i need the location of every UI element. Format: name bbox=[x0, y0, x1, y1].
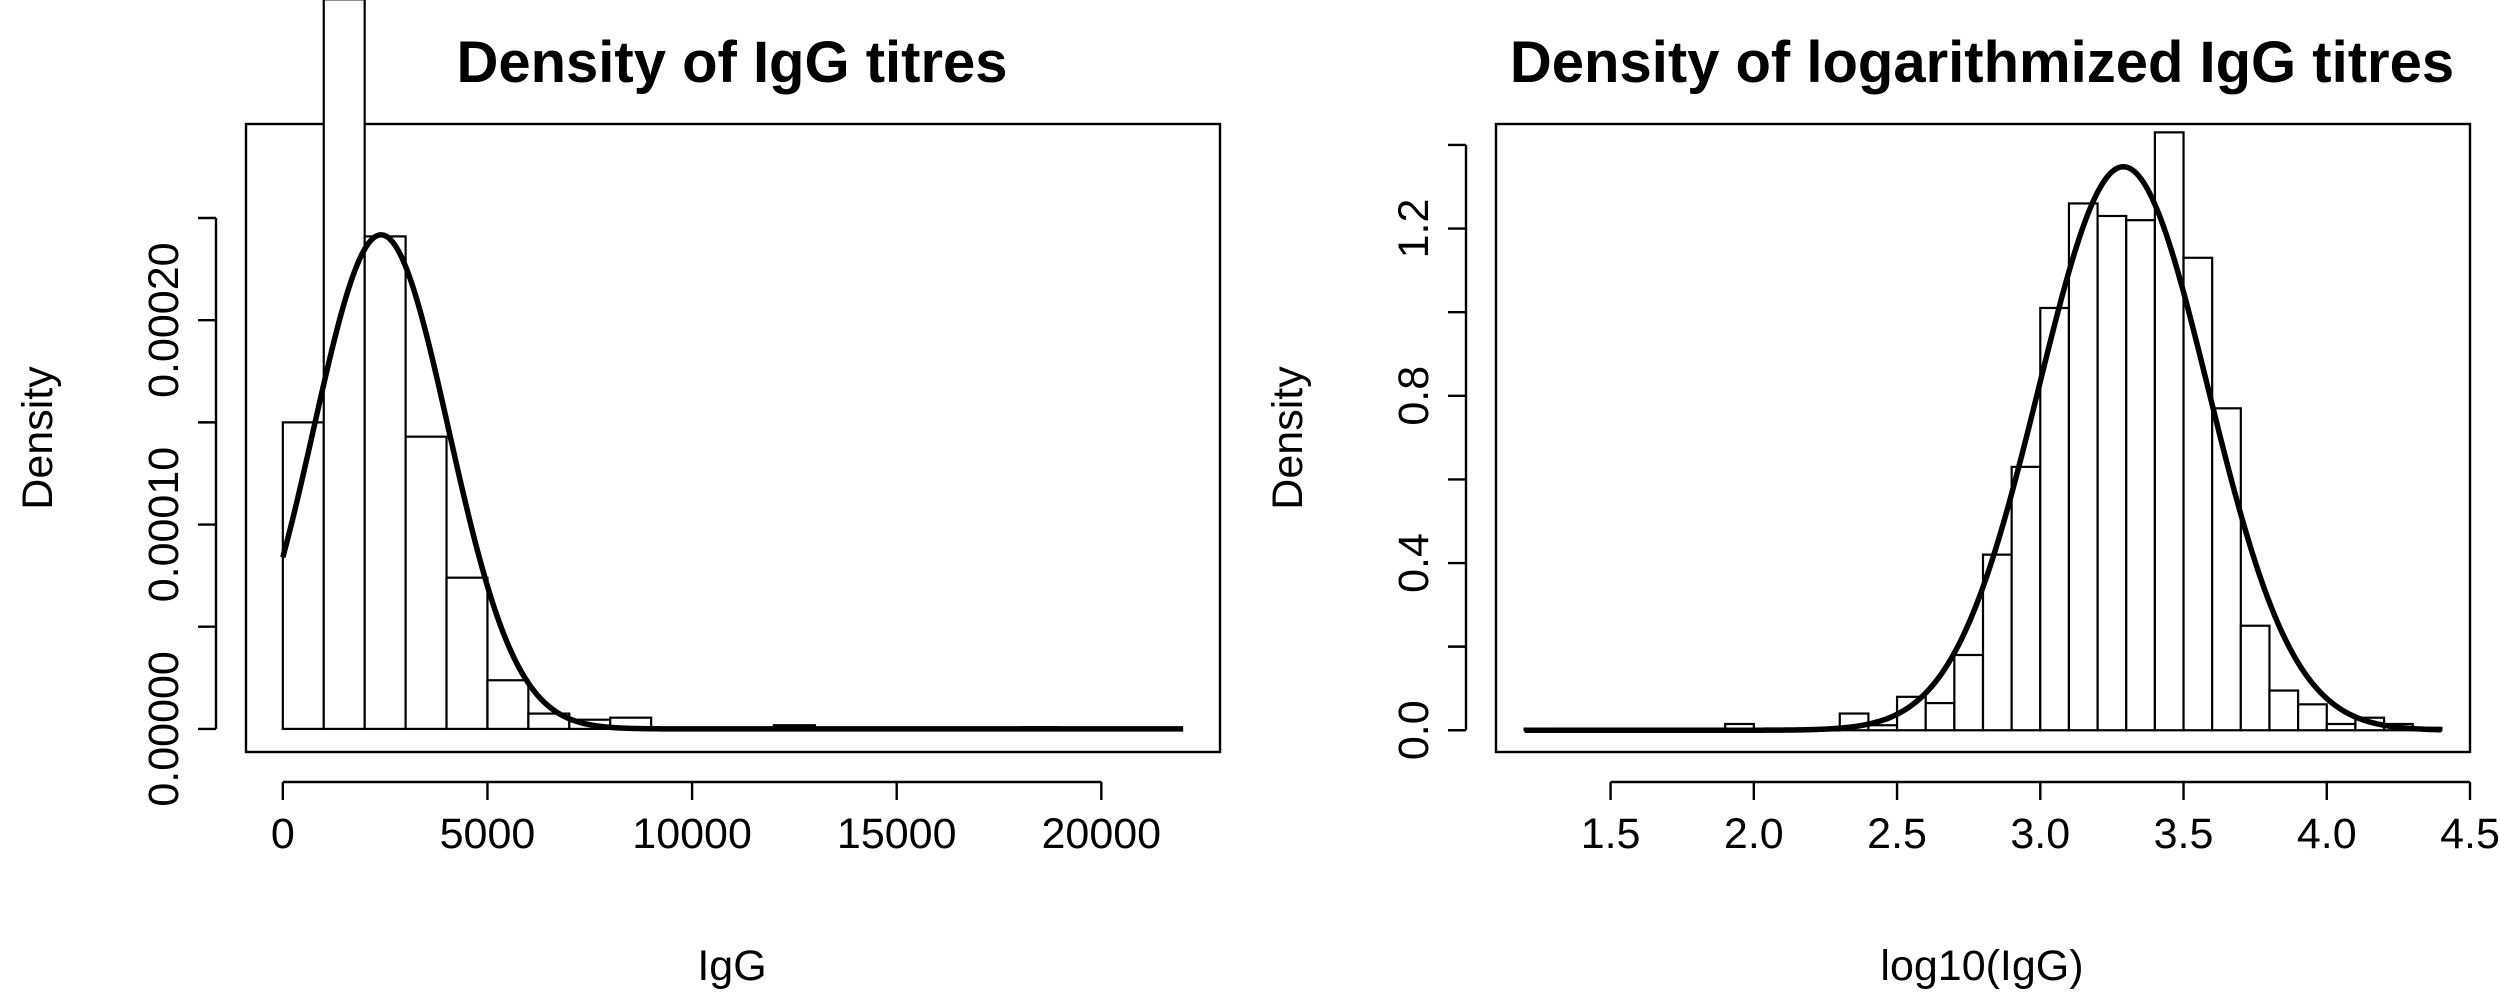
left-y-tick-label-0: 0.00000 bbox=[140, 651, 188, 806]
left-x-tick-label-3: 15000 bbox=[837, 810, 957, 858]
right-y-tick-label-2: 0.4 bbox=[1390, 533, 1438, 593]
right-x-tick-label-5: 4.0 bbox=[2297, 810, 2357, 858]
right-histogram-bars bbox=[1523, 131, 2443, 732]
right-x-axis: 1.5 2.0 2.5 3.0 3.5 4.0 4.5 bbox=[1581, 780, 2500, 858]
left-panel: Density of IgG titres 0 5000 10000 15000 200… bbox=[14, 0, 1222, 990]
right-x-tick-label-3: 3.0 bbox=[2010, 810, 2070, 858]
right-y-axis-label: Density bbox=[1264, 366, 1312, 510]
right-histogram-bar-22 bbox=[2325, 722, 2357, 732]
right-x-tick-label-1: 2.0 bbox=[1724, 810, 1784, 858]
right-histogram-bar-12 bbox=[2039, 306, 2071, 732]
left-x-axis: 0 5000 10000 15000 20000 bbox=[271, 780, 1162, 858]
right-histogram-bar-16 bbox=[2153, 131, 2185, 732]
left-x-axis-label: IgG bbox=[697, 942, 766, 990]
right-histogram-bar-17 bbox=[2182, 256, 2214, 732]
right-panel: Density of logarithmized IgG titres 1.5 2… bbox=[1264, 30, 2500, 990]
right-histogram-bar-20 bbox=[2268, 689, 2300, 732]
right-histogram-bar-15 bbox=[2125, 219, 2156, 732]
left-x-tick-label-4: 20000 bbox=[1042, 810, 1162, 858]
right-histogram-bar-14 bbox=[2096, 214, 2128, 732]
right-x-tick-label-6: 4.5 bbox=[2440, 810, 2500, 858]
left-histogram-bar-4 bbox=[445, 576, 489, 731]
right-chart-title: Density of logarithmized IgG titres bbox=[1510, 30, 2454, 95]
right-x-tick-label-2: 2.5 bbox=[1867, 810, 1927, 858]
left-x-tick-label-0: 0 bbox=[271, 810, 295, 858]
right-plot-frame bbox=[1494, 122, 2472, 754]
right-x-tick-label-0: 1.5 bbox=[1581, 810, 1641, 858]
right-x-tick-label-4: 3.5 bbox=[2154, 810, 2214, 858]
left-plot-frame bbox=[244, 122, 1222, 754]
right-y-tick-label-6: 1.2 bbox=[1390, 199, 1438, 259]
left-x-tick-label-2: 10000 bbox=[632, 810, 752, 858]
right-histogram-bar-13 bbox=[2067, 202, 2099, 732]
right-histogram-bar-8 bbox=[1924, 701, 1956, 732]
left-y-tick-label-2: 0.00010 bbox=[140, 447, 188, 602]
right-histogram-bar-21 bbox=[2297, 703, 2328, 732]
right-y-axis: 0.0 0.4 0.8 1.2 bbox=[1390, 143, 1468, 760]
right-y-tick-label-4: 0.8 bbox=[1390, 366, 1438, 426]
left-histogram-bars bbox=[281, 0, 1177, 731]
left-y-axis: 0.00000 0.00010 0.00020 bbox=[140, 216, 218, 807]
left-histogram-bar-2 bbox=[363, 235, 407, 731]
right-histogram-bar-6 bbox=[1867, 724, 1899, 732]
left-histogram-bar-5 bbox=[486, 679, 530, 731]
left-chart-title: Density of IgG titres bbox=[456, 30, 1007, 95]
left-histogram-bar-3 bbox=[404, 435, 448, 731]
right-y-tick-label-0: 0.0 bbox=[1390, 700, 1438, 760]
left-y-tick-label-4: 0.00020 bbox=[140, 242, 188, 397]
right-histogram-bar-11 bbox=[2010, 465, 2042, 732]
right-histogram-bar-19 bbox=[2239, 624, 2271, 732]
left-x-tick-label-1: 5000 bbox=[440, 810, 536, 858]
right-histogram-bar-10 bbox=[1981, 553, 2013, 732]
right-histogram-bar-9 bbox=[1953, 653, 1985, 732]
right-density-curve bbox=[1524, 163, 2442, 734]
left-y-axis-label: Density bbox=[14, 366, 62, 510]
right-x-axis-label: log10(IgG) bbox=[1880, 942, 2083, 990]
left-density-curve bbox=[280, 232, 1184, 732]
